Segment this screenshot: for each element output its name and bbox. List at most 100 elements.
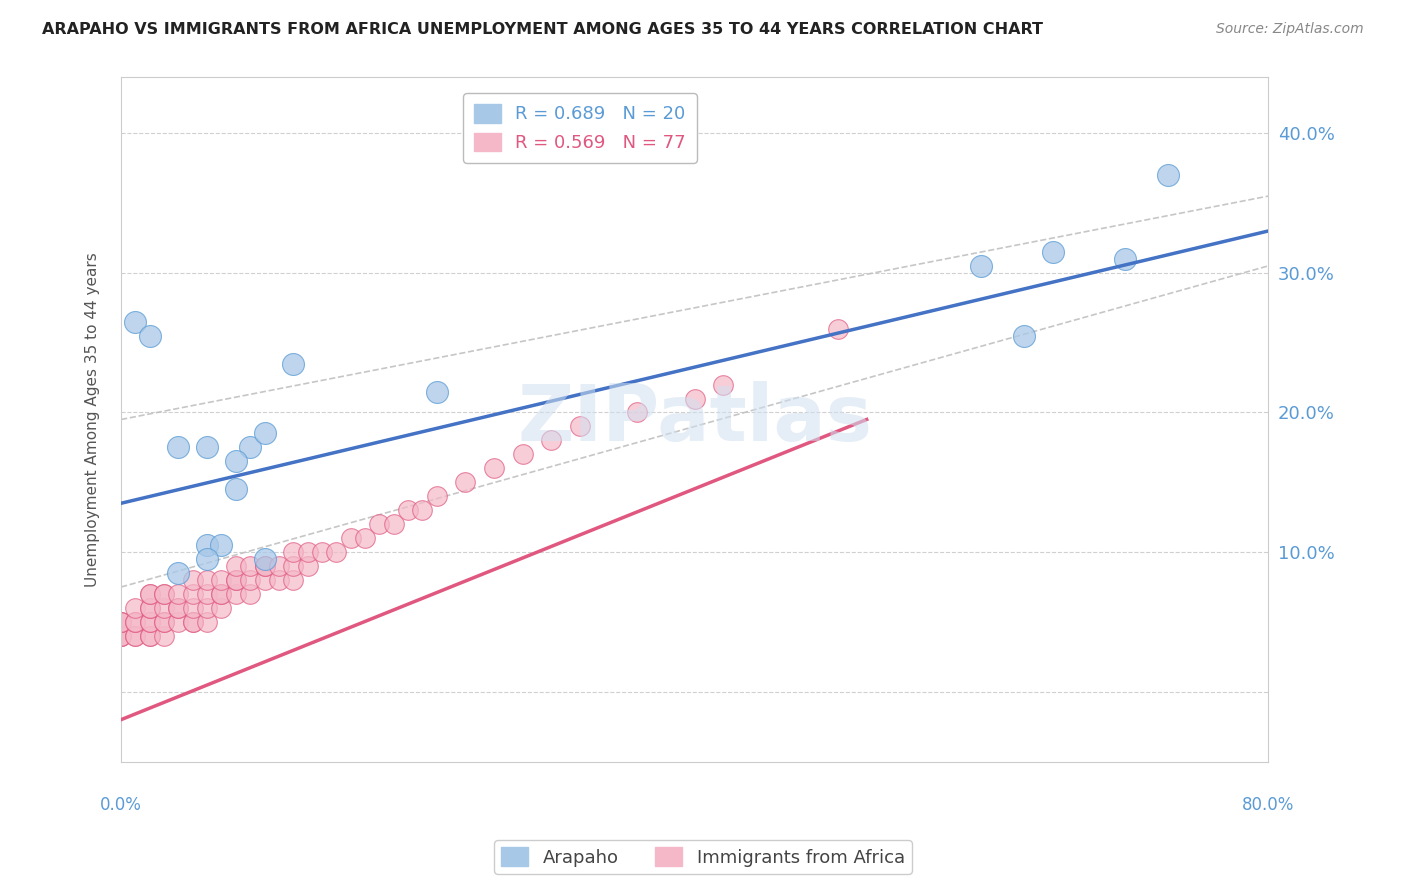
Point	[181, 615, 204, 629]
Point	[239, 587, 262, 601]
Point	[482, 461, 505, 475]
Point	[167, 601, 190, 615]
Point	[153, 601, 176, 615]
Legend: R = 0.689   N = 20, R = 0.569   N = 77: R = 0.689 N = 20, R = 0.569 N = 77	[463, 94, 697, 162]
Text: Source: ZipAtlas.com: Source: ZipAtlas.com	[1216, 22, 1364, 37]
Point	[211, 587, 233, 601]
Point	[124, 615, 146, 629]
Point	[167, 566, 190, 580]
Text: ARAPAHO VS IMMIGRANTS FROM AFRICA UNEMPLOYMENT AMONG AGES 35 TO 44 YEARS CORRELA: ARAPAHO VS IMMIGRANTS FROM AFRICA UNEMPL…	[42, 22, 1043, 37]
Point	[195, 615, 218, 629]
Point	[382, 517, 405, 532]
Point	[225, 587, 247, 601]
Point	[139, 587, 162, 601]
Point	[426, 489, 449, 503]
Point	[139, 615, 162, 629]
Point	[124, 629, 146, 643]
Y-axis label: Unemployment Among Ages 35 to 44 years: Unemployment Among Ages 35 to 44 years	[86, 252, 100, 587]
Point	[181, 587, 204, 601]
Point	[110, 629, 132, 643]
Point	[139, 587, 162, 601]
Point	[181, 601, 204, 615]
Point	[253, 552, 276, 566]
Point	[124, 315, 146, 329]
Point	[211, 587, 233, 601]
Point	[354, 531, 377, 545]
Point	[411, 503, 433, 517]
Point	[167, 601, 190, 615]
Point	[253, 573, 276, 587]
Point	[512, 447, 534, 461]
Point	[626, 405, 648, 419]
Point	[283, 559, 305, 574]
Point	[368, 517, 391, 532]
Point	[454, 475, 477, 490]
Text: 80.0%: 80.0%	[1241, 797, 1295, 814]
Point	[110, 615, 132, 629]
Point	[225, 573, 247, 587]
Point	[167, 441, 190, 455]
Point	[339, 531, 361, 545]
Point	[139, 629, 162, 643]
Point	[181, 615, 204, 629]
Point	[139, 615, 162, 629]
Point	[211, 573, 233, 587]
Point	[283, 357, 305, 371]
Point	[239, 559, 262, 574]
Point	[1157, 168, 1180, 182]
Point	[124, 629, 146, 643]
Point	[568, 419, 591, 434]
Point	[540, 434, 562, 448]
Point	[225, 454, 247, 468]
Point	[711, 377, 734, 392]
Text: 0.0%: 0.0%	[100, 797, 142, 814]
Point	[167, 615, 190, 629]
Point	[283, 573, 305, 587]
Point	[124, 601, 146, 615]
Point	[153, 615, 176, 629]
Point	[139, 328, 162, 343]
Point	[239, 441, 262, 455]
Point	[153, 587, 176, 601]
Point	[195, 538, 218, 552]
Legend: Arapaho, Immigrants from Africa: Arapaho, Immigrants from Africa	[494, 840, 912, 874]
Point	[253, 426, 276, 441]
Point	[139, 629, 162, 643]
Point	[139, 601, 162, 615]
Point	[426, 384, 449, 399]
Point	[396, 503, 419, 517]
Point	[153, 615, 176, 629]
Point	[283, 545, 305, 559]
Point	[239, 573, 262, 587]
Point	[110, 615, 132, 629]
Point	[1042, 244, 1064, 259]
Text: ZIPatlas: ZIPatlas	[517, 382, 872, 458]
Point	[325, 545, 347, 559]
Point	[1014, 328, 1036, 343]
Point	[225, 559, 247, 574]
Point	[311, 545, 333, 559]
Point	[195, 587, 218, 601]
Point	[297, 559, 319, 574]
Point	[683, 392, 706, 406]
Point	[181, 573, 204, 587]
Point	[211, 538, 233, 552]
Point	[253, 559, 276, 574]
Point	[1114, 252, 1136, 266]
Point	[970, 259, 993, 273]
Point	[827, 322, 849, 336]
Point	[153, 629, 176, 643]
Point	[297, 545, 319, 559]
Point	[153, 587, 176, 601]
Point	[267, 573, 290, 587]
Point	[110, 615, 132, 629]
Point	[267, 559, 290, 574]
Point	[139, 601, 162, 615]
Point	[225, 573, 247, 587]
Point	[253, 559, 276, 574]
Point	[195, 601, 218, 615]
Point	[195, 573, 218, 587]
Point	[195, 552, 218, 566]
Point	[211, 601, 233, 615]
Point	[225, 483, 247, 497]
